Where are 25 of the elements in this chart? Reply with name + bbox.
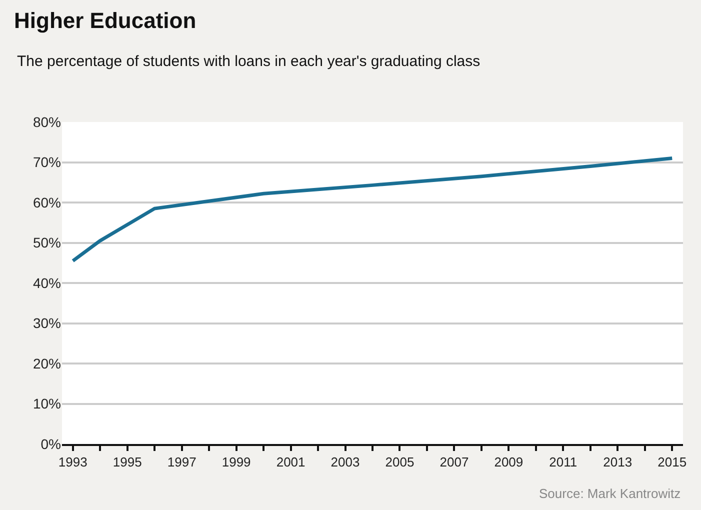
x-tick-label: 1993 (58, 454, 88, 470)
x-tick-label: 1997 (167, 454, 196, 470)
x-tick-label: 1999 (222, 454, 251, 470)
y-tick-label: 70% (32, 154, 61, 170)
y-tick-label: 80% (32, 114, 61, 130)
y-tick-label: 30% (32, 315, 61, 332)
line-series (71, 156, 674, 263)
y-tick-label: 0% (40, 436, 61, 452)
x-tick-label: 2005 (385, 454, 414, 470)
chart-subtitle: The percentage of students with loans in each year's graduating class (17, 53, 480, 70)
x-tick-label: 1995 (112, 454, 142, 470)
x-tick-label: 2013 (603, 454, 632, 470)
y-tick-label: 40% (32, 274, 61, 291)
y-tick-label: 50% (32, 234, 61, 251)
x-tick-label: 2011 (549, 454, 578, 470)
x-tick-label: 2001 (276, 454, 306, 470)
chart-title: Higher Education (14, 8, 196, 34)
y-tick-label: 60% (32, 194, 61, 210)
y-tick-label: 20% (32, 355, 61, 372)
x-tick-label: 2007 (440, 454, 469, 470)
x-tick-label: 2009 (494, 454, 524, 470)
source-note: Source: Mark Kantrowitz (539, 486, 681, 501)
y-tick-label: 10% (32, 396, 61, 412)
x-tick-label: 2015 (658, 454, 687, 470)
x-tick-label: 2003 (330, 454, 360, 470)
